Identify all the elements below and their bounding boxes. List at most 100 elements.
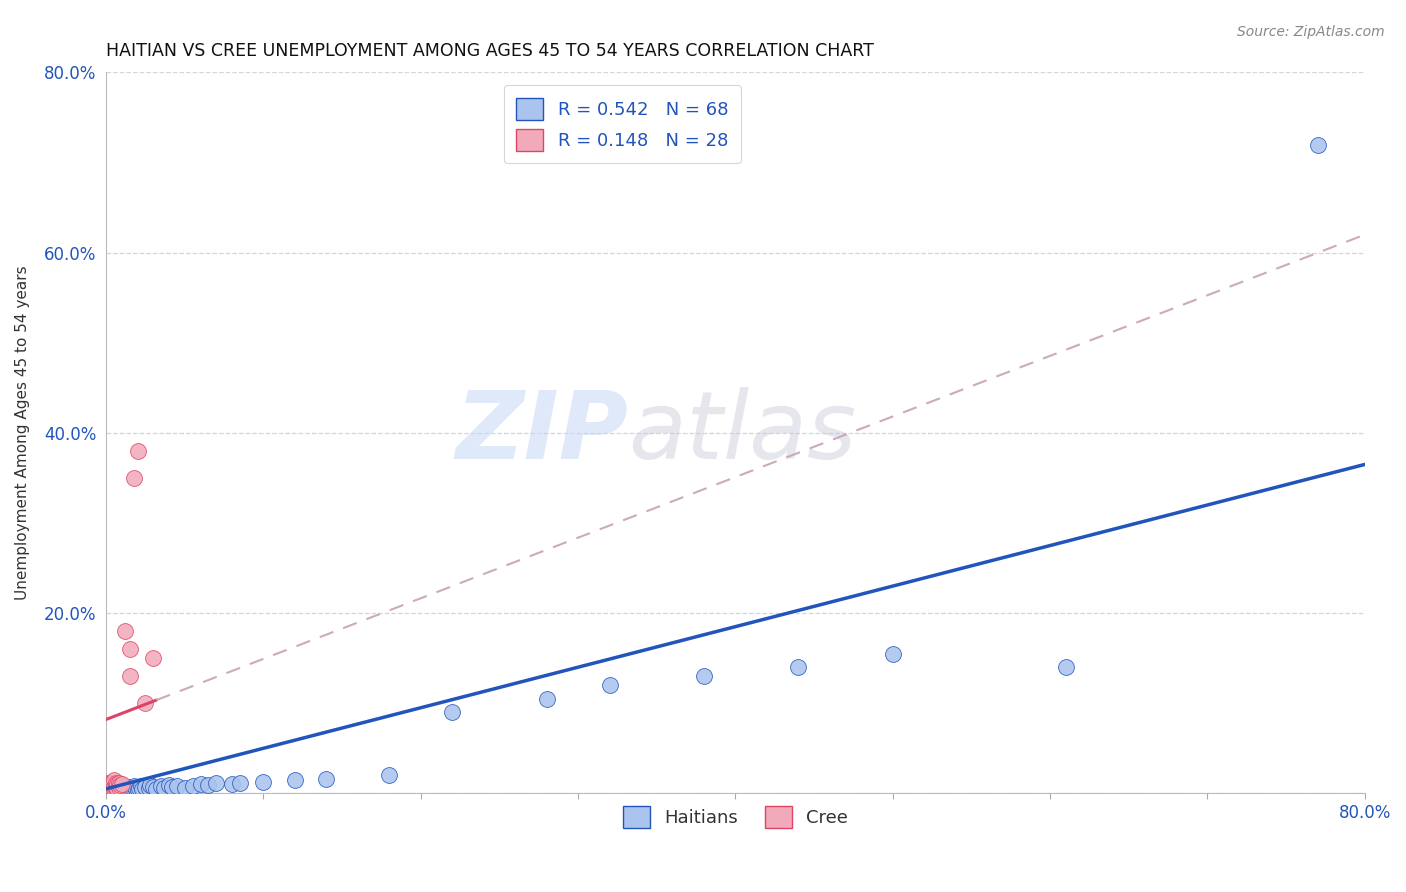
Point [100,775,122,789]
Point [111,779,134,793]
Point [110,783,132,797]
Point [104,780,127,794]
Point [118,780,141,795]
Point [97,783,120,797]
Point [100,779,122,793]
Point [101,785,124,799]
Point [107,779,129,793]
Point [142,651,165,665]
Point [107,775,129,789]
Point [107,781,129,796]
Point [114,783,136,797]
Point [104,775,127,789]
Point [118,669,141,683]
Point [166,779,188,793]
Point [134,780,156,794]
Point [378,768,401,782]
Point [124,471,146,485]
Point [229,775,252,789]
Point [101,780,124,795]
Point [150,779,173,793]
Point [131,781,153,796]
Point [153,780,176,795]
Point [190,777,212,791]
Point [112,780,135,794]
Point [115,781,138,796]
Point [105,781,128,796]
Point [98,777,121,791]
Y-axis label: Unemployment Among Ages 45 to 54 years: Unemployment Among Ages 45 to 54 years [15,266,30,600]
Point [97,781,120,796]
Point [97,781,120,796]
Point [103,783,125,797]
Point [221,777,243,791]
Text: HAITIAN VS CREE UNEMPLOYMENT AMONG AGES 45 TO 54 YEARS CORRELATION CHART: HAITIAN VS CREE UNEMPLOYMENT AMONG AGES … [105,42,875,60]
Point [139,778,162,792]
Point [127,782,149,797]
Point [98,780,121,795]
Point [205,776,228,790]
Point [107,780,129,794]
Point [100,784,122,798]
Point [120,782,142,797]
Point [103,772,125,787]
Point [101,777,124,791]
Point [128,780,150,795]
Point [112,782,135,797]
Point [111,781,134,796]
Text: ZIP: ZIP [456,387,628,479]
Point [105,777,128,791]
Point [142,780,165,794]
Point [252,774,274,789]
Point [111,784,134,798]
Point [104,784,127,798]
Point [100,780,122,795]
Point [693,669,716,683]
Point [157,778,180,792]
Point [117,780,139,794]
Point [315,772,337,786]
Point [100,781,122,796]
Point [118,783,141,797]
Point [284,772,307,787]
Point [98,782,121,797]
Point [160,780,183,794]
Point [441,705,464,719]
Point [103,781,125,796]
Point [103,780,125,795]
Point [599,678,621,692]
Point [129,779,152,793]
Point [125,781,148,796]
Point [138,780,160,795]
Point [103,779,125,793]
Point [181,779,204,793]
Point [101,781,124,796]
Point [97,779,120,793]
Point [536,691,558,706]
Point [114,624,136,639]
Point [134,696,156,710]
Point [110,780,132,795]
Point [121,780,143,795]
Point [145,781,167,796]
Point [127,444,149,458]
Point [124,779,146,793]
Point [105,780,128,795]
Point [105,783,128,797]
Point [173,780,195,795]
Point [103,778,125,792]
Point [111,777,134,791]
Point [197,778,219,792]
Point [882,647,904,661]
Point [118,642,141,657]
Text: atlas: atlas [628,387,856,478]
Text: Source: ZipAtlas.com: Source: ZipAtlas.com [1237,25,1385,39]
Point [107,784,129,798]
Point [97,775,120,789]
Point [787,660,810,674]
Legend: Haitians, Cree: Haitians, Cree [616,798,856,835]
Point [1054,660,1077,674]
Point [104,781,127,796]
Point [101,779,124,793]
Point [104,780,127,794]
